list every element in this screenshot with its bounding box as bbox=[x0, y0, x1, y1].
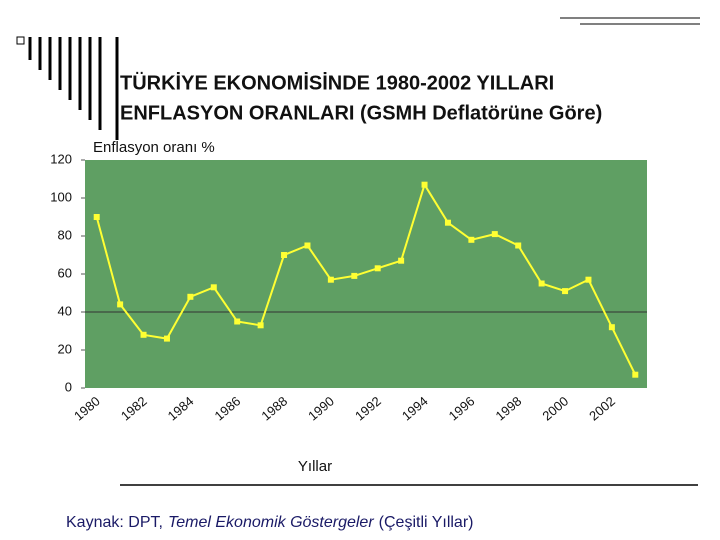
line bbox=[95, 182, 637, 376]
point bbox=[117, 301, 124, 308]
x-tick-label: 1980 bbox=[71, 393, 103, 423]
point bbox=[281, 252, 288, 258]
y-tick-label: 80 bbox=[58, 227, 72, 242]
point bbox=[93, 214, 100, 220]
point bbox=[327, 276, 334, 283]
point bbox=[304, 242, 311, 249]
x-tick-label: 1990 bbox=[305, 393, 337, 423]
x-tick-label: 1994 bbox=[399, 393, 431, 423]
x-tick-label: 1986 bbox=[212, 393, 244, 423]
y-tick-label: 40 bbox=[58, 303, 72, 318]
y-tick-label: 20 bbox=[58, 341, 72, 356]
y-tick-label: 60 bbox=[58, 265, 72, 280]
source-text: (Çeşitli Yıllar) bbox=[378, 514, 474, 531]
point bbox=[515, 242, 522, 249]
point bbox=[374, 265, 381, 272]
point bbox=[468, 236, 475, 243]
source: Kaynak: DPT, Temel Ekonomik Göstergeler (Ç… bbox=[66, 514, 478, 532]
x-tick-label: 1996 bbox=[446, 393, 478, 423]
y-tick-label: 0 bbox=[65, 379, 72, 394]
point bbox=[585, 276, 592, 283]
title: TÜRKİYE EKONOMİSİNDE 1980-2002 YILLARI bbox=[120, 71, 554, 94]
point bbox=[210, 284, 217, 291]
decoration bbox=[16, 17, 700, 486]
plot-area bbox=[85, 160, 647, 388]
x-tick-label: 2002 bbox=[586, 393, 618, 423]
y-tick-label: 120 bbox=[50, 151, 72, 166]
point bbox=[140, 331, 147, 338]
point bbox=[491, 231, 498, 238]
point bbox=[444, 219, 451, 226]
source-text: Temel Ekonomik Göstergeler bbox=[167, 514, 374, 531]
x-tick-label: 1992 bbox=[352, 393, 384, 423]
source-text: Kaynak: DPT, bbox=[66, 514, 163, 531]
x-tick-label: 2000 bbox=[539, 393, 571, 423]
x-tick-label: 1998 bbox=[493, 393, 525, 423]
point bbox=[421, 181, 428, 188]
title: ENFLASYON ORANLARI (GSMH Deflatörüne Gör… bbox=[120, 102, 602, 124]
point bbox=[257, 322, 264, 329]
point bbox=[163, 335, 170, 342]
x-tick-label: 1984 bbox=[165, 393, 197, 423]
point bbox=[398, 257, 405, 264]
point bbox=[608, 324, 615, 331]
point bbox=[234, 318, 241, 325]
x-tick-label: 1982 bbox=[118, 393, 150, 423]
point bbox=[562, 288, 569, 295]
point bbox=[538, 280, 545, 287]
y-tick-label: 100 bbox=[50, 189, 72, 204]
x-axis-label: Yıllar bbox=[298, 458, 332, 475]
point bbox=[187, 293, 194, 300]
point bbox=[351, 272, 358, 279]
point bbox=[632, 371, 639, 378]
x-tick-label: 1988 bbox=[258, 393, 290, 423]
y-axis-label: Enflasyon oranı % bbox=[93, 139, 215, 156]
